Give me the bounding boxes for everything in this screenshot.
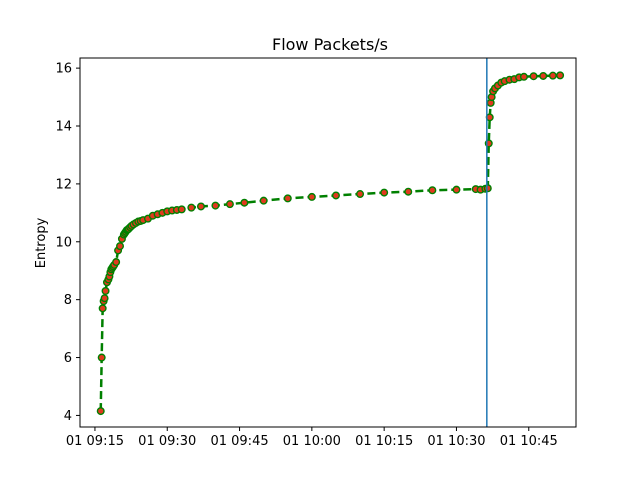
- x-tick-label: 01 09:15: [66, 434, 124, 449]
- chart-title: Flow Packets/s: [272, 35, 388, 54]
- data-point: [452, 185, 461, 194]
- y-tick-label: 10: [55, 235, 72, 250]
- y-tick-label: 16: [55, 62, 72, 77]
- data-point: [101, 286, 110, 295]
- data-point: [97, 353, 106, 362]
- data-point: [196, 202, 205, 211]
- data-point: [112, 258, 121, 267]
- data-point: [331, 191, 340, 200]
- axes: 01 09:15 01 09:30 01 09:45 01 10:00 01 10:15…: [55, 62, 557, 449]
- data-point: [519, 72, 528, 81]
- data-point: [483, 184, 492, 193]
- y-axis-label: Entropy: [34, 217, 49, 268]
- data-point: [240, 198, 249, 207]
- y-tick-label: 14: [55, 120, 72, 135]
- data-point: [428, 186, 437, 195]
- data-point: [283, 194, 292, 203]
- data-point: [556, 71, 565, 80]
- data-point: [100, 294, 109, 303]
- data-point: [187, 203, 196, 212]
- data-point: [96, 407, 105, 416]
- data-point: [539, 71, 548, 80]
- data-point: [380, 188, 389, 197]
- data-point: [177, 205, 186, 214]
- data-point: [404, 187, 413, 196]
- data-point: [529, 72, 538, 81]
- data-point: [548, 71, 557, 80]
- x-tick-label: 01 10:15: [355, 434, 413, 449]
- data-point: [211, 201, 220, 210]
- x-tick-label: 01 09:30: [138, 434, 196, 449]
- data-point: [356, 190, 365, 199]
- y-tick-label: 4: [64, 409, 72, 424]
- y-tick-label: 6: [64, 351, 72, 366]
- y-tick-label: 12: [55, 177, 72, 192]
- data-point: [98, 304, 107, 313]
- x-tick-label: 01 10:45: [500, 434, 558, 449]
- plot-frame: [79, 57, 577, 428]
- x-tick-label: 01 10:00: [283, 434, 341, 449]
- data-point: [307, 192, 316, 201]
- x-tick-label: 01 10:30: [427, 434, 485, 449]
- data-point: [225, 200, 234, 209]
- y-tick-label: 8: [64, 293, 72, 308]
- data-point: [116, 242, 125, 251]
- x-tick-label: 01 09:45: [210, 434, 268, 449]
- plot-area: [96, 58, 565, 427]
- data-point: [259, 196, 268, 205]
